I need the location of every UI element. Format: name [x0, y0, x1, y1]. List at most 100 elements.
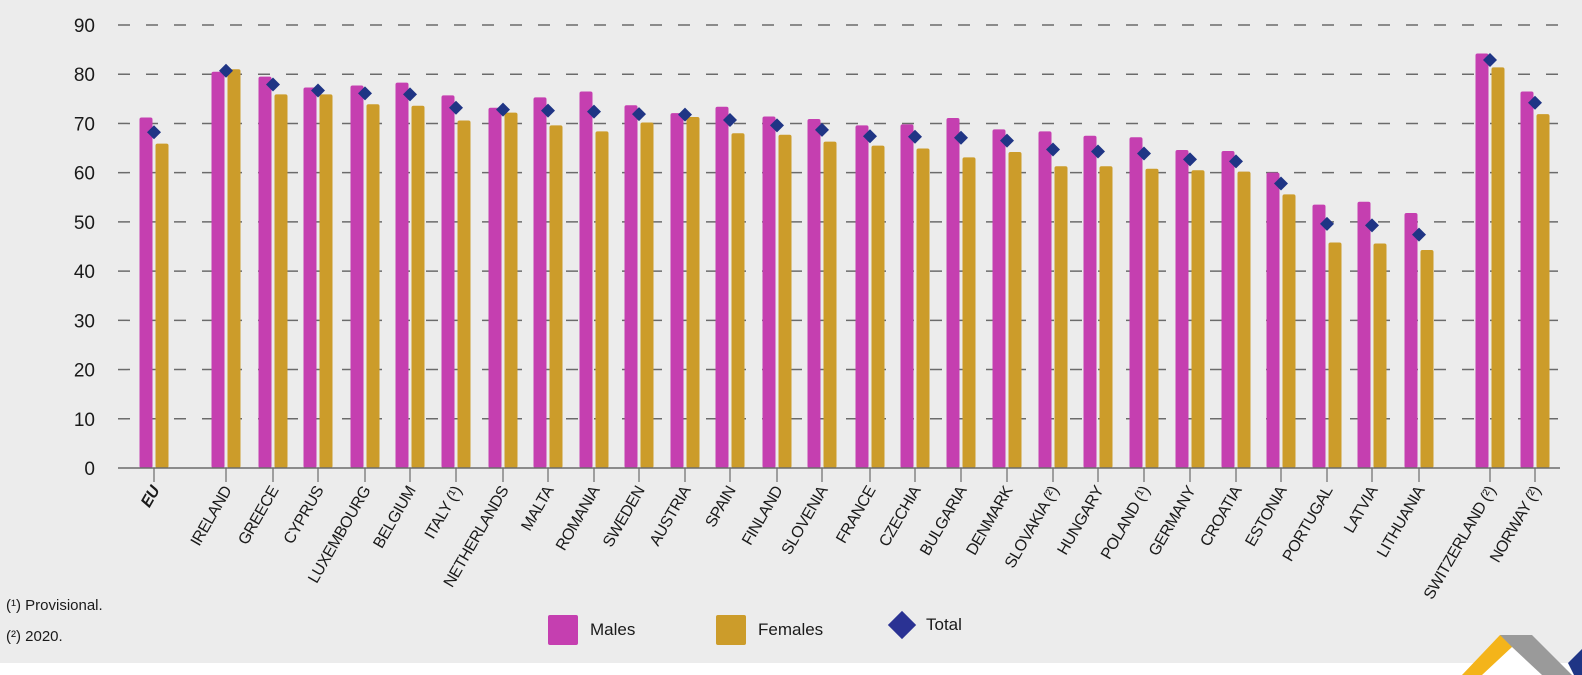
- bar-males: [1221, 151, 1235, 468]
- bar-females: [686, 117, 700, 468]
- bar-males: [350, 85, 364, 468]
- bar-females: [1373, 243, 1387, 468]
- marker-total: [1320, 216, 1334, 231]
- x-tick-label: ITALY (¹): [422, 483, 466, 542]
- bar-females: [1491, 67, 1505, 468]
- bar-females: [778, 134, 792, 468]
- y-tick-label: 90: [74, 16, 95, 37]
- x-tick-label: SLOVENIA: [779, 483, 832, 558]
- legend-item-females: Females: [716, 615, 823, 645]
- bar-females: [595, 131, 609, 468]
- x-tick-label: AUSTRIA: [647, 483, 695, 549]
- y-tick-label: 40: [74, 262, 95, 283]
- y-tick-label: 0: [84, 459, 95, 480]
- bar-males: [670, 113, 684, 468]
- bar-females: [962, 157, 976, 468]
- bar-females: [823, 141, 837, 468]
- bar-females: [1536, 114, 1550, 468]
- marker-total: [632, 107, 646, 122]
- bar-females: [457, 120, 471, 468]
- marker-total: [1528, 95, 1542, 110]
- bars: [139, 53, 1550, 469]
- marker-total: [815, 122, 829, 137]
- total-diamond-swatch: [887, 610, 917, 640]
- y-tick-label: 60: [74, 164, 95, 185]
- legend-label-females: Females: [758, 620, 824, 639]
- bar-females: [227, 69, 241, 469]
- marker-total: [770, 118, 784, 133]
- marker-total: [496, 102, 510, 117]
- marker-total: [266, 77, 280, 92]
- x-tick-label: EU: [138, 483, 164, 511]
- marker-total: [219, 63, 233, 78]
- x-tick-label: SWITZERLAND (²): [1421, 483, 1500, 602]
- bar-females: [1420, 249, 1434, 468]
- y-tick-label: 70: [74, 114, 95, 135]
- marker-total: [1483, 52, 1497, 67]
- marker-total: [1365, 218, 1379, 233]
- bar-males: [1175, 150, 1189, 468]
- bar-females: [549, 125, 563, 468]
- footnote-provisional: (¹) Provisional.: [6, 597, 103, 614]
- x-tick-label: SPAIN: [703, 484, 740, 531]
- bar-males: [807, 119, 821, 469]
- bar-males: [946, 118, 960, 468]
- bar-males: [624, 105, 638, 468]
- bar-females: [1008, 151, 1022, 468]
- y-tick-label: 50: [74, 213, 95, 234]
- bar-males: [1266, 172, 1280, 468]
- x-tick-label: CYPRUS: [281, 484, 328, 548]
- marker-total: [1412, 227, 1426, 242]
- bar-females: [640, 122, 654, 469]
- bar-females: [731, 133, 745, 469]
- marker-total: [311, 83, 325, 98]
- bar-females: [366, 104, 380, 469]
- y-tick-label: 10: [74, 410, 95, 431]
- footnote-2020: (²) 2020.: [6, 628, 63, 645]
- total-markers: [147, 52, 1542, 242]
- bar-females: [871, 145, 885, 468]
- marker-total: [1091, 144, 1105, 159]
- males-swatch: [548, 615, 578, 645]
- bar-males: [533, 97, 547, 469]
- marker-total: [863, 129, 877, 144]
- bar-males: [139, 117, 153, 468]
- bar-males: [1083, 135, 1097, 468]
- marker-total: [1229, 154, 1243, 169]
- x-axis: [118, 467, 1560, 482]
- x-tick-label: ROMANIA: [553, 483, 604, 554]
- marker-total: [1046, 142, 1060, 157]
- marker-total: [1137, 146, 1151, 161]
- x-tick-label: MALTA: [519, 483, 558, 534]
- x-tick-label: IRELAND: [188, 484, 236, 550]
- bar-females: [1328, 242, 1342, 468]
- legend-label-males: Males: [590, 620, 636, 639]
- marker-total: [358, 86, 372, 101]
- bar-males: [900, 124, 914, 468]
- y-tick-label: 30: [74, 311, 95, 332]
- bar-males: [211, 71, 225, 468]
- bar-females: [319, 94, 333, 469]
- x-tick-label: FINLAND: [739, 484, 786, 549]
- x-tick-label: BULGARIA: [917, 483, 971, 559]
- bar-males: [1038, 131, 1052, 468]
- x-tick-label: ESTONIA: [1243, 483, 1291, 550]
- bar-females: [1282, 194, 1296, 468]
- x-tick-label: DENMARK: [963, 483, 1016, 558]
- bar-females: [916, 148, 930, 468]
- marker-total: [1274, 176, 1288, 191]
- bar-females: [504, 112, 518, 469]
- marker-total: [587, 104, 601, 119]
- bar-males: [855, 125, 869, 468]
- bar-females: [411, 105, 425, 469]
- x-tick-label: GREECE: [235, 484, 282, 548]
- publisher-logo-icon: [1462, 635, 1582, 675]
- x-tick-label: LATVIA: [1341, 483, 1382, 536]
- bar-males: [1129, 137, 1143, 468]
- marker-total: [678, 107, 692, 122]
- bar-females: [1054, 166, 1068, 469]
- bar-males: [1404, 213, 1418, 468]
- marker-total: [908, 129, 922, 144]
